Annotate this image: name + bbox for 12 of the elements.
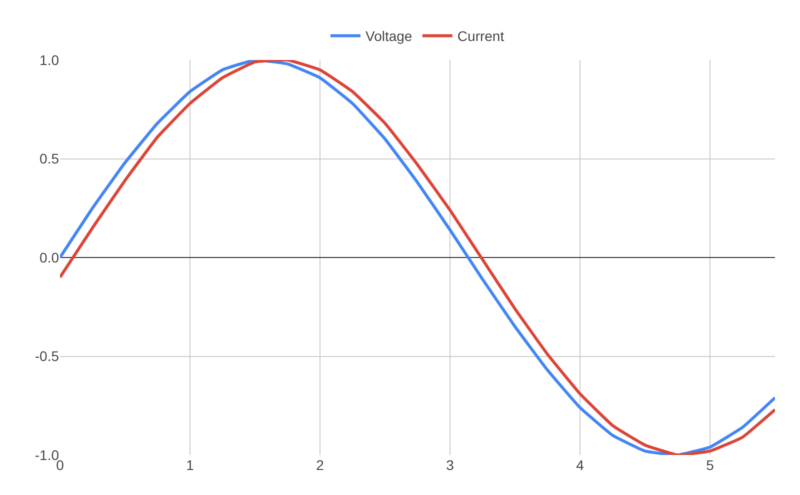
legend-label: Voltage [366,28,412,44]
y-tick-label: 1.0 [40,52,60,68]
x-tick-label: 1 [186,457,194,473]
y-tick-label: -0.5 [34,348,60,364]
y-tick-label: 0.0 [40,249,60,266]
y-tick-label: 0.5 [40,150,60,167]
line-series [60,60,775,455]
x-tick-label: 2 [316,457,324,473]
x-tick-label: 3 [446,457,454,473]
legend-label: Current [457,28,504,44]
x-tick-label: 4 [576,457,584,473]
x-tick-label: 5 [706,457,714,473]
